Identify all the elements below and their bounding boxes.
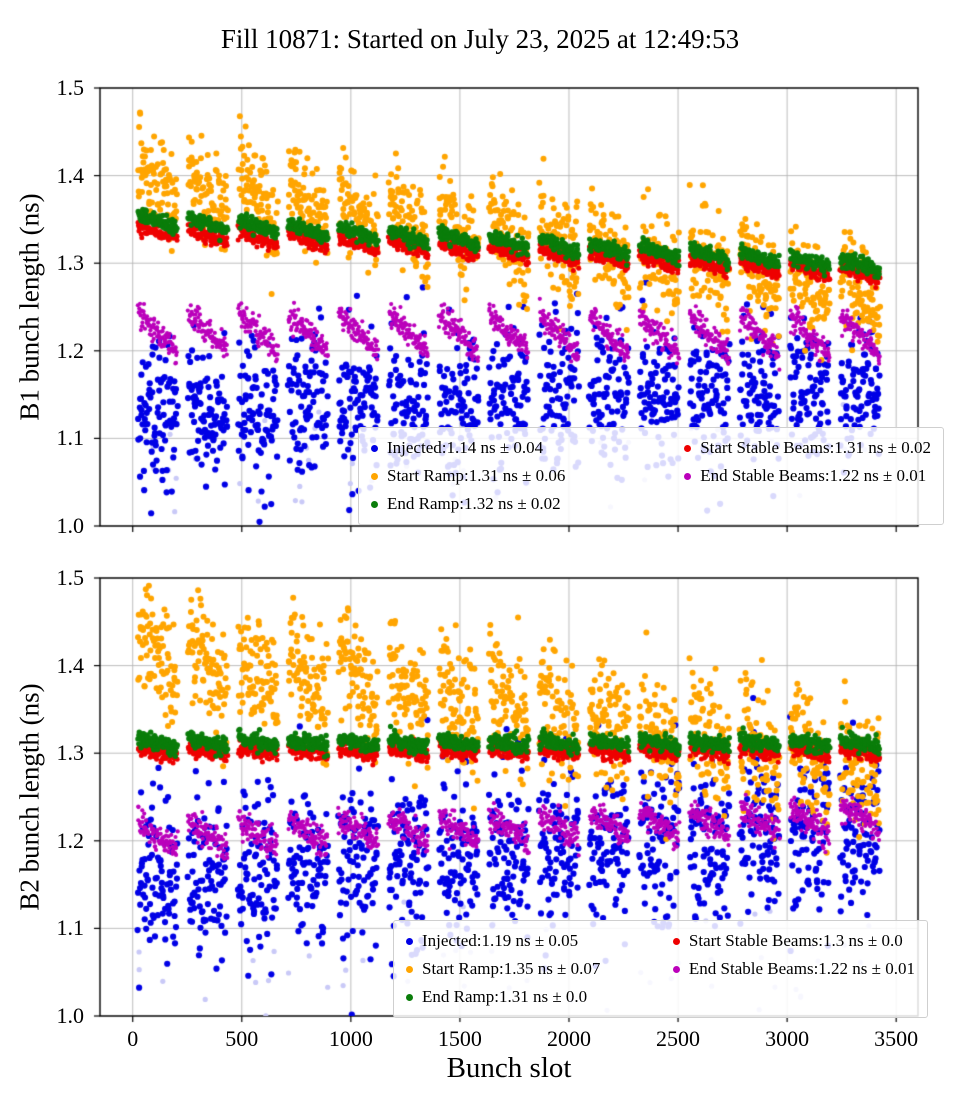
legend-entry-start-stable: Start Stable Beams:1.3 ns ± 0.0 bbox=[672, 927, 915, 955]
legend-entry-end-stable: End Stable Beams:1.22 ns ± 0.01 bbox=[684, 462, 931, 490]
legend-marker-injected bbox=[406, 937, 413, 945]
legend-b1-col1: Injected:1.14 ns ± 0.04 Start Ramp:1.31 … bbox=[371, 434, 565, 518]
legend-b1: Injected:1.14 ns ± 0.04 Start Ramp:1.31 … bbox=[358, 427, 944, 525]
legend-marker-end-stable bbox=[684, 472, 692, 480]
legend-marker-end-stable bbox=[672, 965, 680, 973]
legend-marker-start-ramp bbox=[406, 965, 413, 973]
legend-label-end-stable: End Stable Beams:1.22 ns ± 0.01 bbox=[700, 466, 927, 485]
legend-entry-end-ramp: End Ramp:1.32 ns ± 0.02 bbox=[371, 490, 565, 518]
legend-label-end-ramp: End Ramp:1.31 ns ± 0.0 bbox=[422, 987, 588, 1006]
x-tick-label: 2500 bbox=[656, 1026, 701, 1051]
legend-marker-end-ramp bbox=[371, 500, 378, 508]
legend-label-end-ramp: End Ramp:1.32 ns ± 0.02 bbox=[387, 494, 561, 513]
x-tick-label: 1000 bbox=[328, 1026, 373, 1051]
x-tick-label: 0 bbox=[127, 1026, 139, 1051]
x-tick-label: 3000 bbox=[765, 1026, 810, 1051]
b1-y-tick-labels: 1.0 1.1 1.2 1.3 1.4 1.5 bbox=[0, 75, 92, 538]
y-tick-label: 1.4 bbox=[56, 162, 85, 188]
x-tick-labels: 0 500 1000 1500 2000 2500 3000 3500 bbox=[0, 1026, 960, 1054]
b2-y-tick-labels: 1.0 1.1 1.2 1.3 1.4 1.5 bbox=[0, 565, 92, 1028]
legend-label-injected: Injected:1.14 ns ± 0.04 bbox=[387, 438, 544, 457]
legend-entry-injected: Injected:1.14 ns ± 0.04 bbox=[371, 434, 565, 462]
legend-marker-start-ramp bbox=[371, 472, 378, 480]
y-tick-label: 1.3 bbox=[56, 250, 85, 276]
legend-entry-start-ramp: Start Ramp:1.35 ns ± 0.07 bbox=[406, 955, 600, 983]
legend-label-start-ramp: Start Ramp:1.35 ns ± 0.07 bbox=[422, 959, 601, 978]
x-tick-label: 500 bbox=[225, 1026, 259, 1051]
legend-entry-start-stable: Start Stable Beams:1.31 ns ± 0.02 bbox=[684, 434, 931, 462]
y-tick-label: 1.4 bbox=[56, 652, 85, 678]
y-tick-label: 1.1 bbox=[56, 425, 85, 451]
legend-entry-end-ramp: End Ramp:1.31 ns ± 0.0 bbox=[406, 983, 600, 1011]
x-axis-label: Bunch slot bbox=[446, 1052, 572, 1084]
y-tick-label: 1.0 bbox=[56, 513, 85, 538]
b1-plot: B1 bunch length (ns) 1.0 1.1 1.2 1.3 1.4 1.5 … bbox=[0, 75, 960, 538]
legend-entry-end-stable: End Stable Beams:1.22 ns ± 0.01 bbox=[672, 955, 915, 983]
x-tick-label: 1500 bbox=[437, 1026, 482, 1051]
figure-title: Fill 10871: Started on July 23, 2025 at … bbox=[220, 24, 740, 54]
y-tick-label: 1.3 bbox=[56, 740, 85, 766]
legend-marker-start-stable bbox=[684, 444, 692, 452]
y-tick-label: 1.2 bbox=[56, 827, 85, 853]
y-tick-label: 1.5 bbox=[56, 75, 85, 100]
legend-entry-start-ramp: Start Ramp:1.31 ns ± 0.06 bbox=[371, 462, 565, 490]
legend-marker-injected bbox=[371, 444, 378, 452]
legend-label-start-stable: Start Stable Beams:1.31 ns ± 0.02 bbox=[700, 438, 931, 457]
legend-b2-col1: Injected:1.19 ns ± 0.05 Start Ramp:1.35 … bbox=[406, 927, 600, 1011]
legend-label-injected: Injected:1.19 ns ± 0.05 bbox=[422, 931, 579, 950]
legend-label-start-ramp: Start Ramp:1.31 ns ± 0.06 bbox=[387, 466, 566, 485]
x-tick-label: 3500 bbox=[874, 1026, 919, 1051]
legend-b1-col2: Start Stable Beams:1.31 ns ± 0.02 End St… bbox=[684, 434, 931, 518]
legend-b2-col2: Start Stable Beams:1.3 ns ± 0.0 End Stab… bbox=[672, 927, 915, 1011]
legend-label-end-stable: End Stable Beams:1.22 ns ± 0.01 bbox=[688, 959, 915, 978]
legend-label-start-stable: Start Stable Beams:1.3 ns ± 0.0 bbox=[688, 931, 903, 950]
legend-entry-injected: Injected:1.19 ns ± 0.05 bbox=[406, 927, 600, 955]
y-tick-label: 1.0 bbox=[56, 1003, 85, 1028]
legend-b2: Injected:1.19 ns ± 0.05 Start Ramp:1.35 … bbox=[393, 920, 928, 1018]
b2-plot: B2 bunch length (ns) 1.0 1.1 1.2 1.3 1.4 1.5 … bbox=[0, 565, 960, 1051]
legend-marker-end-ramp bbox=[406, 993, 413, 1001]
y-tick-label: 1.5 bbox=[56, 565, 85, 590]
legend-marker-start-stable bbox=[672, 937, 680, 945]
x-tick-label: 2000 bbox=[546, 1026, 591, 1051]
y-tick-label: 1.1 bbox=[56, 915, 85, 941]
y-tick-label: 1.2 bbox=[56, 337, 85, 363]
